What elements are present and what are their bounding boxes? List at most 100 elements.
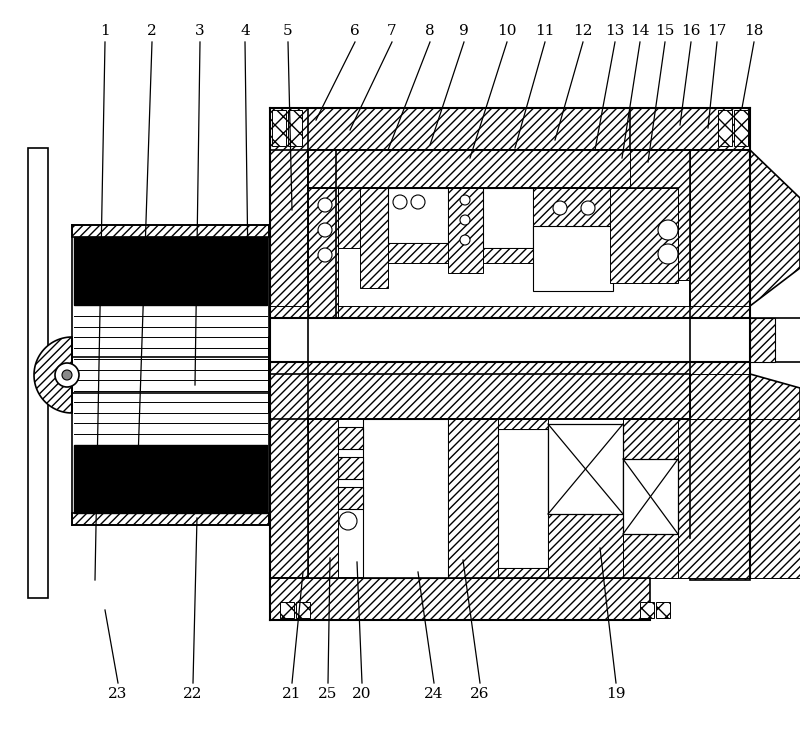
Text: 22: 22: [183, 687, 202, 701]
Bar: [498, 568, 548, 578]
Text: 16: 16: [682, 24, 701, 38]
Bar: [678, 419, 800, 578]
Bar: [363, 419, 448, 578]
Circle shape: [318, 198, 332, 212]
Bar: [498, 419, 548, 429]
Text: 25: 25: [318, 687, 338, 701]
Bar: [308, 150, 336, 318]
Bar: [448, 188, 483, 273]
Bar: [29, 476, 47, 488]
Circle shape: [658, 220, 678, 240]
Circle shape: [393, 195, 407, 209]
Text: 12: 12: [574, 24, 593, 38]
Bar: [29, 422, 47, 434]
Text: 11: 11: [535, 24, 554, 38]
Text: 21: 21: [282, 687, 302, 701]
Bar: [29, 152, 47, 164]
Bar: [74, 237, 267, 305]
Bar: [730, 318, 800, 362]
Circle shape: [339, 512, 357, 530]
Bar: [29, 503, 47, 515]
Bar: [29, 449, 47, 461]
Text: 18: 18: [744, 24, 764, 38]
Bar: [29, 314, 47, 326]
Text: 23: 23: [108, 687, 128, 701]
Bar: [29, 530, 47, 542]
Bar: [750, 318, 775, 362]
Bar: [29, 368, 47, 380]
Bar: [272, 110, 286, 146]
Bar: [288, 110, 302, 146]
Bar: [270, 108, 750, 150]
Bar: [690, 150, 750, 580]
Bar: [656, 602, 670, 618]
Bar: [623, 534, 678, 578]
Text: 1: 1: [100, 24, 110, 38]
Bar: [630, 150, 690, 280]
Bar: [280, 602, 294, 618]
Text: 6: 6: [350, 24, 360, 38]
Bar: [270, 108, 308, 620]
Circle shape: [460, 215, 470, 225]
Bar: [533, 226, 613, 291]
Bar: [388, 188, 448, 243]
Text: 2: 2: [147, 24, 157, 38]
Text: 14: 14: [630, 24, 650, 38]
Bar: [338, 487, 363, 509]
Text: 5: 5: [283, 24, 293, 38]
Bar: [72, 225, 269, 237]
Bar: [308, 150, 678, 188]
Text: 8: 8: [425, 24, 435, 38]
Circle shape: [62, 370, 72, 380]
Circle shape: [581, 201, 595, 215]
Bar: [308, 419, 338, 578]
Text: 19: 19: [606, 687, 626, 701]
Polygon shape: [750, 374, 800, 578]
Bar: [28, 148, 48, 598]
Bar: [338, 188, 360, 248]
Bar: [610, 188, 678, 283]
Bar: [270, 318, 750, 362]
Bar: [29, 341, 47, 353]
Bar: [718, 110, 732, 146]
Text: 4: 4: [240, 24, 250, 38]
Bar: [613, 226, 678, 276]
Text: 24: 24: [424, 687, 444, 701]
Bar: [448, 419, 498, 578]
Bar: [29, 206, 47, 218]
Text: 17: 17: [707, 24, 726, 38]
Bar: [483, 248, 533, 263]
Bar: [74, 445, 267, 513]
Text: 3: 3: [195, 24, 205, 38]
Bar: [29, 287, 47, 299]
Text: 9: 9: [459, 24, 469, 38]
Bar: [338, 457, 363, 479]
Bar: [29, 260, 47, 272]
Bar: [630, 108, 750, 150]
Polygon shape: [269, 337, 307, 413]
Bar: [360, 188, 388, 288]
Text: 20: 20: [352, 687, 372, 701]
Bar: [29, 233, 47, 245]
Bar: [29, 179, 47, 191]
Bar: [483, 188, 533, 248]
Polygon shape: [750, 150, 800, 306]
Bar: [29, 395, 47, 407]
Circle shape: [55, 363, 79, 387]
Circle shape: [411, 195, 425, 209]
Bar: [270, 362, 750, 374]
Circle shape: [658, 244, 678, 264]
Bar: [308, 188, 338, 318]
Bar: [548, 514, 623, 578]
Circle shape: [460, 235, 470, 245]
Bar: [72, 513, 269, 525]
Circle shape: [318, 248, 332, 262]
Circle shape: [553, 201, 567, 215]
Bar: [623, 419, 678, 459]
Polygon shape: [34, 337, 72, 413]
Circle shape: [460, 195, 470, 205]
Bar: [388, 243, 448, 263]
Bar: [548, 424, 623, 514]
Bar: [498, 429, 548, 568]
Bar: [734, 110, 748, 146]
